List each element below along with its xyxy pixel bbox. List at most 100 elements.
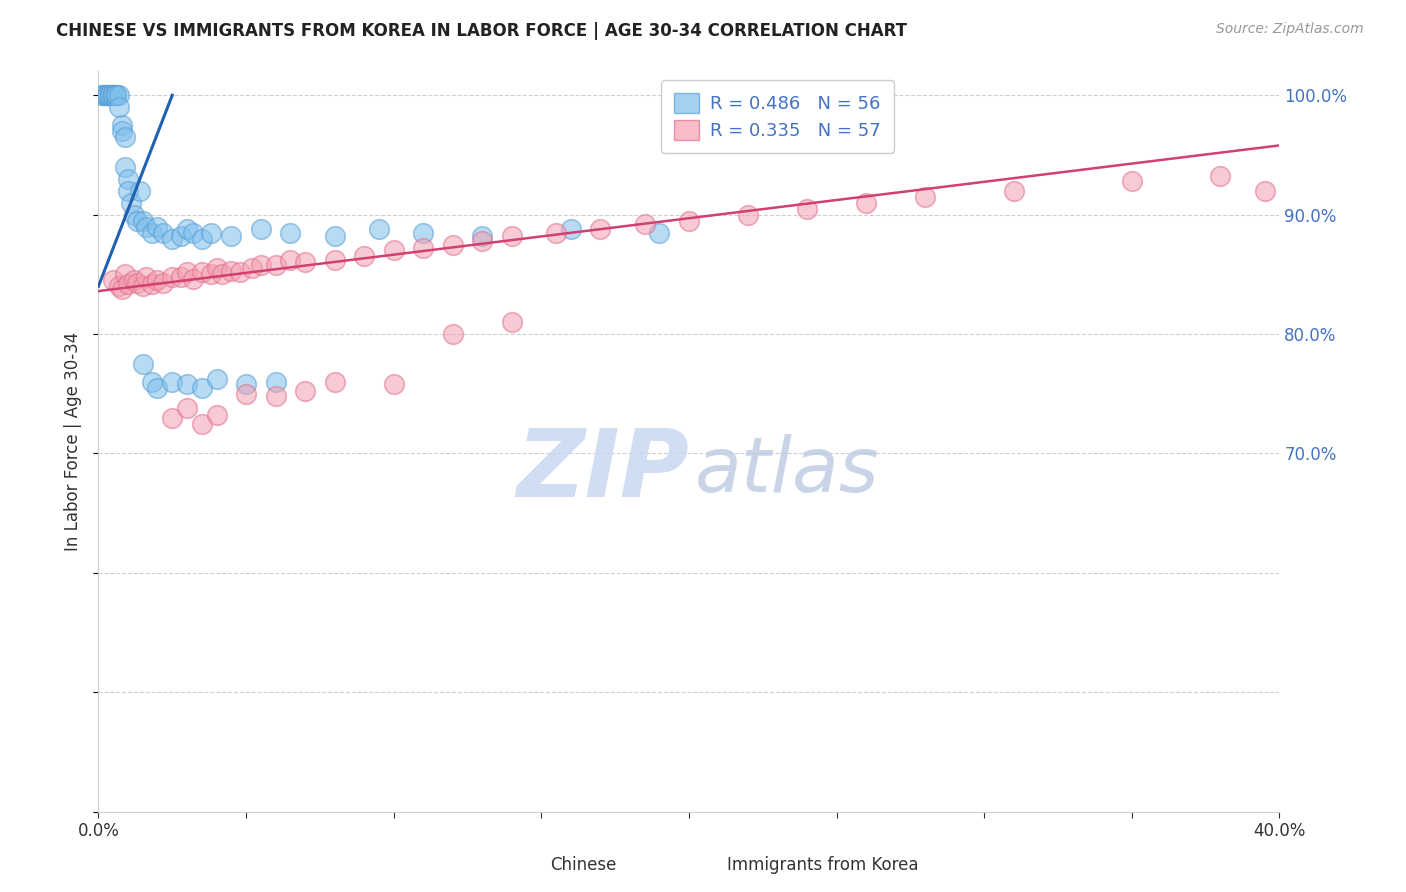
Point <box>135 219 157 234</box>
Point <box>96 88 118 103</box>
Point <box>111 124 134 138</box>
Point <box>111 282 134 296</box>
Point <box>176 377 198 392</box>
Point <box>122 208 145 222</box>
Point <box>128 184 150 198</box>
Point <box>170 269 193 284</box>
Point <box>501 229 523 244</box>
Point <box>152 226 174 240</box>
Point <box>181 226 204 240</box>
Point <box>191 231 214 245</box>
Text: atlas: atlas <box>695 434 879 508</box>
Text: Chinese: Chinese <box>550 855 617 873</box>
Point <box>135 269 157 284</box>
Point <box>412 226 434 240</box>
Point <box>382 377 405 392</box>
Point <box>132 279 155 293</box>
Point <box>221 264 243 278</box>
Point <box>111 118 134 132</box>
Point <box>117 184 139 198</box>
Point <box>211 268 233 282</box>
Point <box>1209 169 1232 184</box>
Point <box>441 327 464 342</box>
Point <box>181 272 204 286</box>
Point <box>221 229 243 244</box>
Point <box>90 88 112 103</box>
Point <box>105 88 128 103</box>
Point <box>250 222 273 236</box>
Point <box>205 372 228 386</box>
Point <box>176 265 198 279</box>
Point <box>105 88 128 103</box>
Point <box>250 258 273 272</box>
Point <box>1121 174 1143 188</box>
Point <box>589 222 612 236</box>
Point <box>120 195 142 210</box>
Point <box>125 213 148 227</box>
Point <box>108 279 131 293</box>
Point <box>280 253 302 268</box>
Point <box>560 222 582 236</box>
Point <box>122 273 145 287</box>
Point <box>648 226 671 240</box>
Point <box>441 237 464 252</box>
Point <box>176 401 198 416</box>
Point <box>264 389 287 403</box>
Point <box>546 226 568 240</box>
Point <box>678 213 700 227</box>
Point <box>98 88 121 103</box>
Point <box>634 217 657 231</box>
Point <box>191 417 214 431</box>
Point <box>114 130 136 145</box>
Point <box>323 375 346 389</box>
Point <box>108 100 131 114</box>
Point <box>737 208 759 222</box>
Point <box>141 277 163 291</box>
Point <box>264 258 287 272</box>
Y-axis label: In Labor Force | Age 30-34: In Labor Force | Age 30-34 <box>65 332 83 551</box>
Point <box>117 277 139 291</box>
Point <box>796 202 818 216</box>
Point <box>103 88 125 103</box>
Point <box>200 268 222 282</box>
Legend: R = 0.486   N = 56, R = 0.335   N = 57: R = 0.486 N = 56, R = 0.335 N = 57 <box>661 80 894 153</box>
Point <box>205 261 228 276</box>
Point <box>229 265 252 279</box>
Point <box>132 357 155 371</box>
Point <box>240 261 263 276</box>
Point <box>471 234 494 248</box>
Point <box>162 375 183 389</box>
Point <box>280 226 302 240</box>
Point <box>294 255 316 269</box>
Text: Source: ZipAtlas.com: Source: ZipAtlas.com <box>1216 22 1364 37</box>
Point <box>114 268 136 282</box>
Point <box>191 381 214 395</box>
Point <box>146 273 169 287</box>
Point <box>170 229 193 244</box>
Point <box>141 375 163 389</box>
Point <box>412 241 434 255</box>
Point <box>205 409 228 423</box>
Text: Immigrants from Korea: Immigrants from Korea <box>727 855 918 873</box>
Point <box>353 250 375 264</box>
Point <box>117 171 139 186</box>
Point <box>96 88 118 103</box>
Point <box>162 231 183 245</box>
Point <box>323 229 346 244</box>
Point <box>235 386 257 401</box>
Point <box>471 229 494 244</box>
Point <box>855 195 877 210</box>
Point <box>368 222 391 236</box>
Point <box>98 88 121 103</box>
Point <box>132 213 155 227</box>
Point <box>323 253 346 268</box>
Point <box>235 377 257 392</box>
Point <box>103 273 125 287</box>
Point <box>1254 184 1277 198</box>
Point <box>200 226 222 240</box>
Point <box>264 375 287 389</box>
Point <box>98 88 121 103</box>
Point <box>1002 184 1025 198</box>
Point <box>103 88 125 103</box>
Point <box>146 219 169 234</box>
